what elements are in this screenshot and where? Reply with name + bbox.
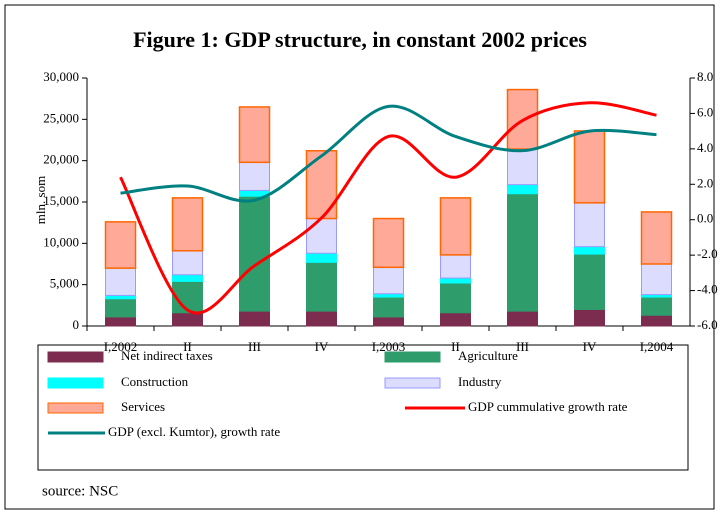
y-tick-label: 5,000: [50, 276, 79, 291]
bar-segment: [306, 310, 337, 327]
y-tick-label: 10,000: [43, 234, 79, 249]
bar-segment: [440, 282, 471, 314]
bar-segment: [507, 184, 538, 195]
x-tick-label: IV: [583, 339, 597, 354]
y2-tick-label: -4.0: [697, 282, 718, 297]
y2-tick-label: 6.0: [697, 104, 713, 119]
bar-segment: [373, 266, 404, 295]
y-tick-label: 20,000: [43, 152, 79, 167]
bar-segment: [574, 202, 605, 248]
bar-segment: [305, 149, 338, 220]
bar-segment: [507, 193, 538, 312]
bar-segment: [440, 254, 471, 279]
legend-label: Agriculture: [458, 348, 518, 363]
x-tick-label: I,2003: [372, 339, 406, 354]
legend-swatch: [47, 377, 104, 389]
bar-segment: [104, 221, 137, 269]
bar-segment: [306, 261, 337, 312]
y-tick-label: 25,000: [43, 110, 79, 125]
legend-swatch: [47, 402, 104, 414]
legend-label: GDP (excl. Kumtor), growth rate: [108, 424, 280, 439]
bar-segment: [507, 148, 538, 186]
bar-segment: [641, 263, 672, 296]
bar-segment: [574, 253, 605, 310]
y2-tick-label: 8.0: [697, 69, 713, 84]
bar-segment: [507, 310, 538, 327]
y2-tick-label: 4.0: [697, 140, 713, 155]
bar-segment: [640, 211, 673, 265]
bar-segment: [171, 197, 204, 252]
bar-segment: [172, 274, 203, 282]
source: source: NSC: [42, 483, 118, 499]
bar-segment: [440, 277, 471, 284]
x-tick-label: I,2004: [640, 339, 674, 354]
y-tick-label: 30,000: [43, 69, 79, 84]
y-axis-label: mln. som: [33, 176, 48, 224]
bar-segment: [105, 267, 136, 296]
x-tick-label: II: [183, 339, 192, 354]
line-series: [119, 101, 657, 315]
y-tick-label: 0: [73, 317, 80, 332]
x-tick-label: III: [516, 339, 529, 354]
bar-segment: [641, 314, 672, 327]
bar-segment: [239, 195, 270, 312]
x-tick-label: I,2002: [104, 339, 138, 354]
x-tick-label: II: [451, 339, 460, 354]
bar-segment: [238, 106, 271, 164]
legend-swatch: [384, 377, 441, 389]
bar-segment: [372, 217, 405, 269]
bar-segment: [239, 310, 270, 327]
bar-segment: [172, 250, 203, 276]
bar-segment: [105, 316, 136, 327]
bar-segment: [440, 312, 471, 327]
legend-box: [37, 344, 689, 471]
bar-segment: [574, 308, 605, 327]
x-tick-label: III: [248, 339, 261, 354]
y2-tick-label: 2.0: [697, 175, 713, 190]
y2-tick-label: -2.0: [697, 246, 718, 261]
bar-segment: [172, 312, 203, 327]
x-tick-label: IV: [315, 339, 329, 354]
bar-segment: [573, 130, 606, 204]
bar-segment: [641, 296, 672, 316]
legend-swatch: [47, 351, 104, 363]
legend-swatch: [384, 351, 441, 363]
legend-label: Industry: [458, 374, 502, 389]
bar-segment: [306, 218, 337, 254]
bar-segment: [239, 161, 270, 191]
bar-segment: [105, 298, 136, 318]
legend-label: Services: [121, 399, 165, 414]
legend-label: GDP cummulative growth rate: [468, 399, 628, 414]
legend-label: Net indirect taxes: [121, 348, 213, 363]
bar-segment: [373, 296, 404, 318]
y2-tick-label: -6.0: [697, 317, 718, 332]
bar-segment: [439, 197, 472, 256]
y2-tick-label: 0.0: [697, 211, 713, 226]
bar-segment: [373, 316, 404, 327]
bar-segment: [306, 252, 337, 263]
line-series: [120, 104, 657, 203]
legend-label: Construction: [121, 374, 189, 389]
bar-segment: [574, 246, 605, 255]
y-tick-label: 15,000: [43, 193, 79, 208]
chart-title: Figure 1: GDP structure, in constant 200…: [133, 27, 587, 52]
